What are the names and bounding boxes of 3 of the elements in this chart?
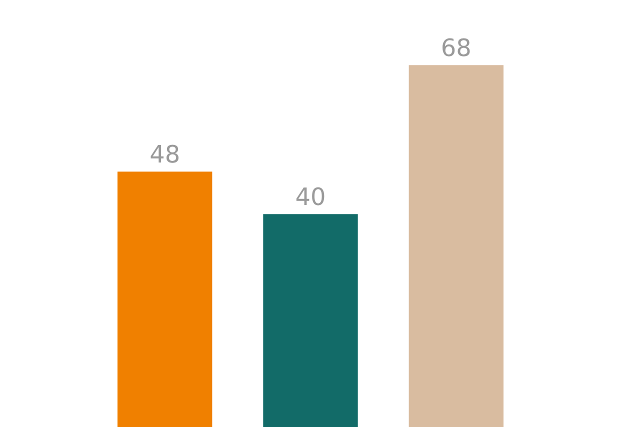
data-label: 40 [295, 183, 326, 212]
data-label: 48 [150, 140, 180, 169]
data-label: 68 [440, 34, 472, 62]
